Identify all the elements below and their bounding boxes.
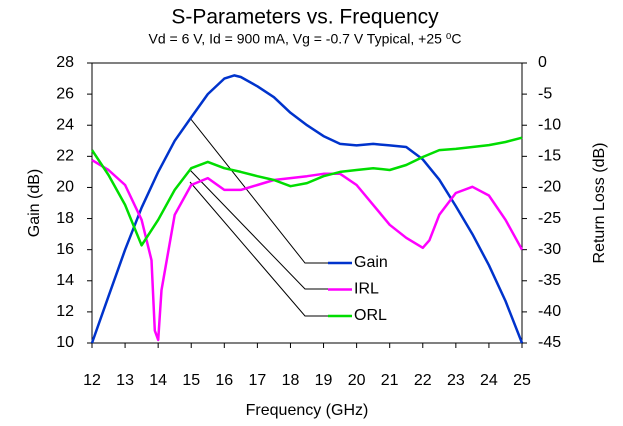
- x-tick-label: 14: [149, 372, 167, 389]
- y2-tick-label: -15: [538, 148, 561, 165]
- plot-frame: [91, 62, 523, 344]
- y2-tick-label: -10: [538, 116, 561, 133]
- y2-tick-label: -35: [538, 272, 561, 289]
- x-tick-label: 24: [480, 372, 498, 389]
- x-tick-label: 15: [182, 372, 200, 389]
- series-line: [90, 136, 523, 247]
- legend-label: IRL: [354, 281, 379, 298]
- y-tick-label: 18: [56, 210, 74, 227]
- y-tick-label: 22: [56, 148, 74, 165]
- y-tick-label: 28: [56, 54, 74, 71]
- y2-tick-label: -30: [538, 241, 561, 258]
- x-tick-label: 19: [315, 372, 333, 389]
- x-tick-label: 17: [248, 372, 266, 389]
- legend-label: ORL: [354, 307, 387, 324]
- x-axis-label: Frequency (GHz): [246, 402, 369, 419]
- y2-tick-label: -45: [538, 334, 561, 351]
- y2-tick-label: -40: [538, 303, 561, 320]
- y-tick-label: 14: [56, 272, 74, 289]
- chart-title: S-Parameters vs. Frequency: [171, 6, 439, 29]
- x-tick-label: 12: [83, 372, 101, 389]
- series-line: [91, 159, 524, 342]
- x-tick-label: 16: [215, 372, 233, 389]
- legend-bg: [328, 278, 390, 301]
- legend-label: Gain: [354, 254, 388, 271]
- y2-tick-label: 0: [538, 54, 547, 71]
- y2-axis-label: Return Loss (dB): [591, 143, 608, 264]
- leader-line: [189, 181, 328, 317]
- leader-line: [189, 117, 328, 264]
- chart-subtitle: Vd = 6 V, Id = 900 mA, Vg = -0.7 V Typic…: [148, 31, 461, 47]
- x-tick-label: 22: [414, 372, 432, 389]
- legend-bg: [328, 252, 390, 274]
- y-tick-label: 26: [56, 85, 74, 102]
- x-tick-label: 20: [348, 372, 366, 389]
- x-tick-label: 18: [282, 372, 300, 389]
- x-tick-label: 21: [381, 372, 399, 389]
- series-line: [90, 74, 524, 344]
- y-tick-label: 10: [56, 334, 74, 351]
- y2-tick-label: -20: [538, 179, 561, 196]
- x-tick-label: 23: [447, 372, 465, 389]
- y-tick-label: 24: [56, 116, 74, 133]
- leader-line: [189, 169, 328, 290]
- legend-bg: [328, 305, 390, 327]
- y-tick-label: 16: [56, 241, 74, 258]
- x-tick-label: 25: [513, 372, 531, 389]
- y-tick-label: 20: [56, 179, 74, 196]
- y-tick-label: 12: [56, 303, 74, 320]
- y2-tick-label: -25: [538, 210, 561, 227]
- leader-lines: [189, 117, 328, 317]
- y2-tick-label: -5: [538, 85, 552, 102]
- y-axis-label: Gain (dB): [26, 169, 43, 237]
- x-tick-label: 13: [116, 372, 134, 389]
